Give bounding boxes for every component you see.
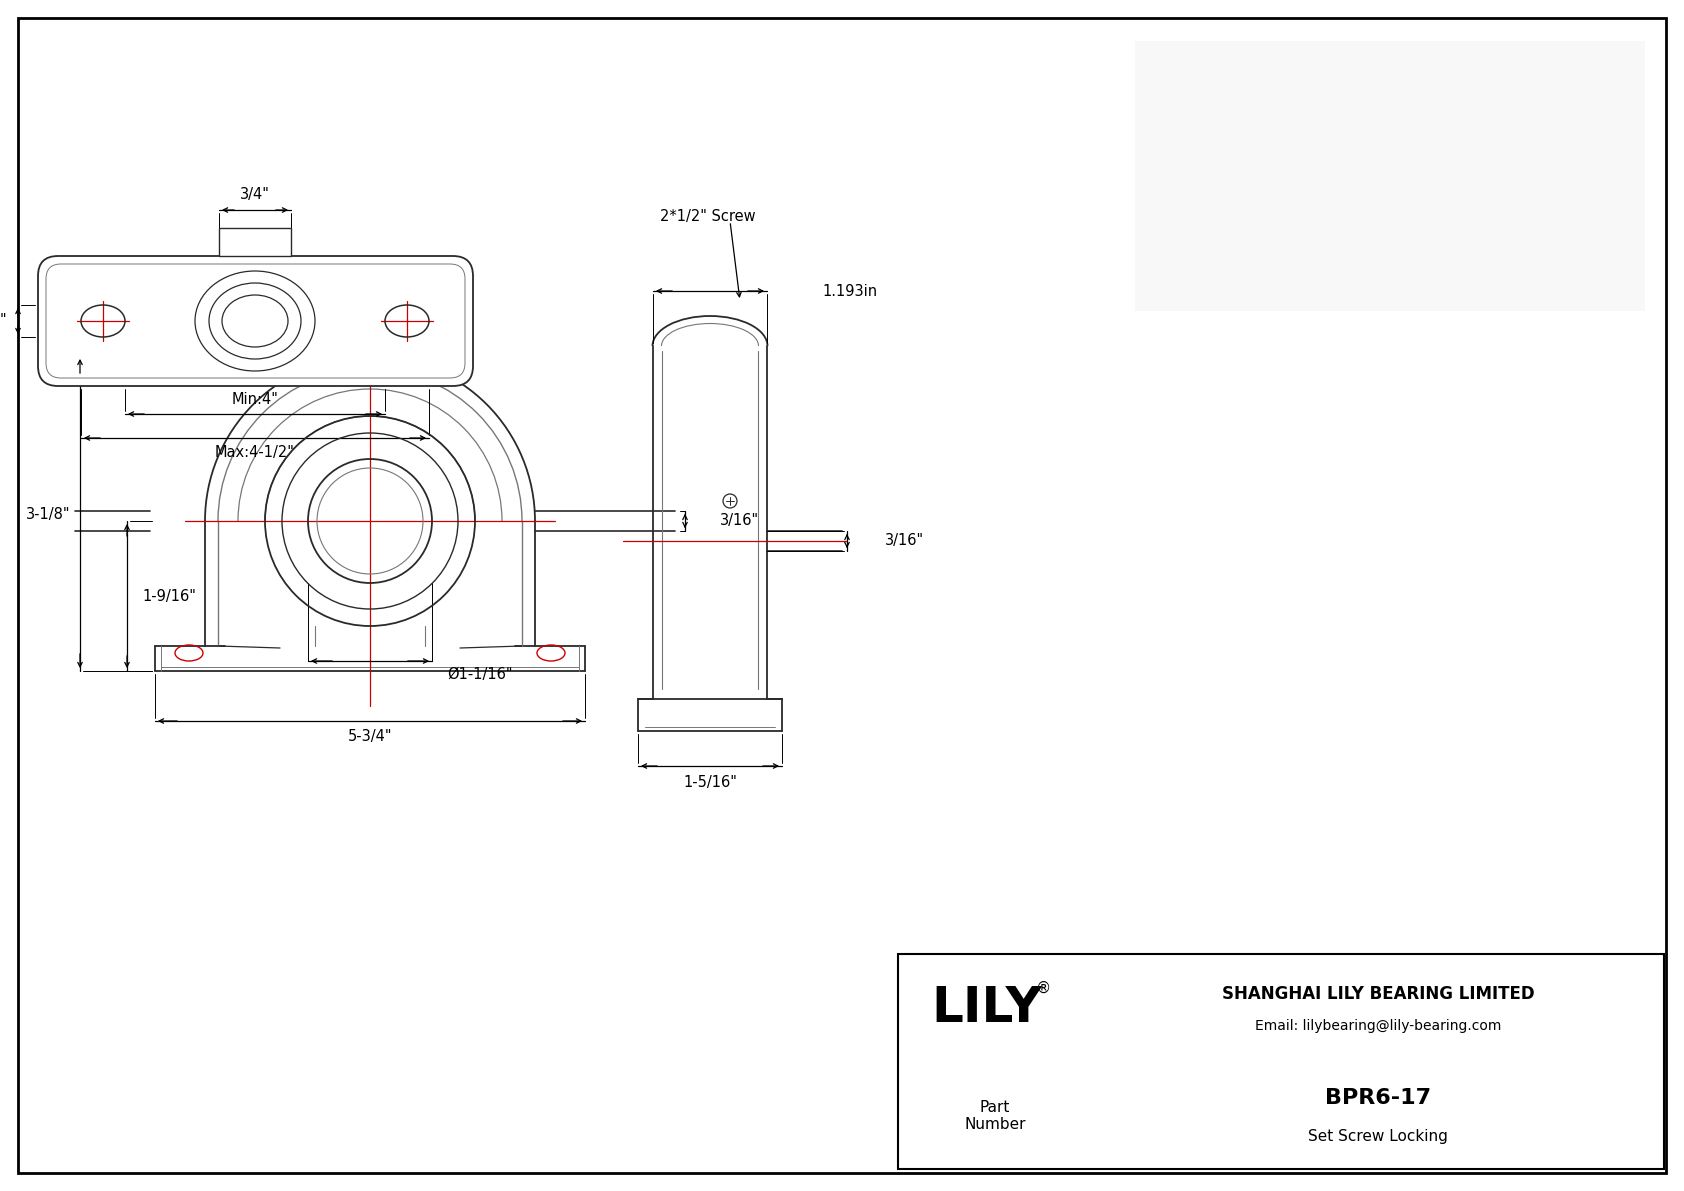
Text: BPR6-17: BPR6-17 <box>1325 1089 1431 1108</box>
Text: 1.193in: 1.193in <box>822 283 877 299</box>
Text: SHANGHAI LILY BEARING LIMITED: SHANGHAI LILY BEARING LIMITED <box>1221 985 1534 1003</box>
Text: Ø1-1/16": Ø1-1/16" <box>448 667 512 682</box>
Text: 3/4": 3/4" <box>241 187 269 201</box>
Text: 3/16": 3/16" <box>721 513 759 529</box>
Text: Min:4": Min:4" <box>232 393 278 407</box>
Text: Max:4-1/2": Max:4-1/2" <box>216 445 295 461</box>
Bar <box>1135 40 1645 311</box>
Text: 1-5/16": 1-5/16" <box>684 774 738 790</box>
Text: 3-1/8": 3-1/8" <box>25 506 71 522</box>
Bar <box>898 954 1664 1170</box>
FancyBboxPatch shape <box>39 256 473 386</box>
FancyBboxPatch shape <box>45 264 465 378</box>
Bar <box>219 227 291 256</box>
Text: Part
Number: Part Number <box>965 1099 1026 1133</box>
Text: Email: lilybearing@lily-bearing.com: Email: lilybearing@lily-bearing.com <box>1255 1019 1500 1033</box>
Text: 1-9/16": 1-9/16" <box>141 588 195 604</box>
Text: Set Screw Locking: Set Screw Locking <box>1308 1129 1448 1143</box>
Text: 2*1/2" Screw: 2*1/2" Screw <box>660 208 756 224</box>
Text: LILY: LILY <box>931 984 1042 1031</box>
Text: 3/16": 3/16" <box>886 534 925 549</box>
Text: ®: ® <box>1036 980 1051 996</box>
Text: 17/32": 17/32" <box>0 313 7 329</box>
Text: 5-3/4": 5-3/4" <box>349 730 392 744</box>
